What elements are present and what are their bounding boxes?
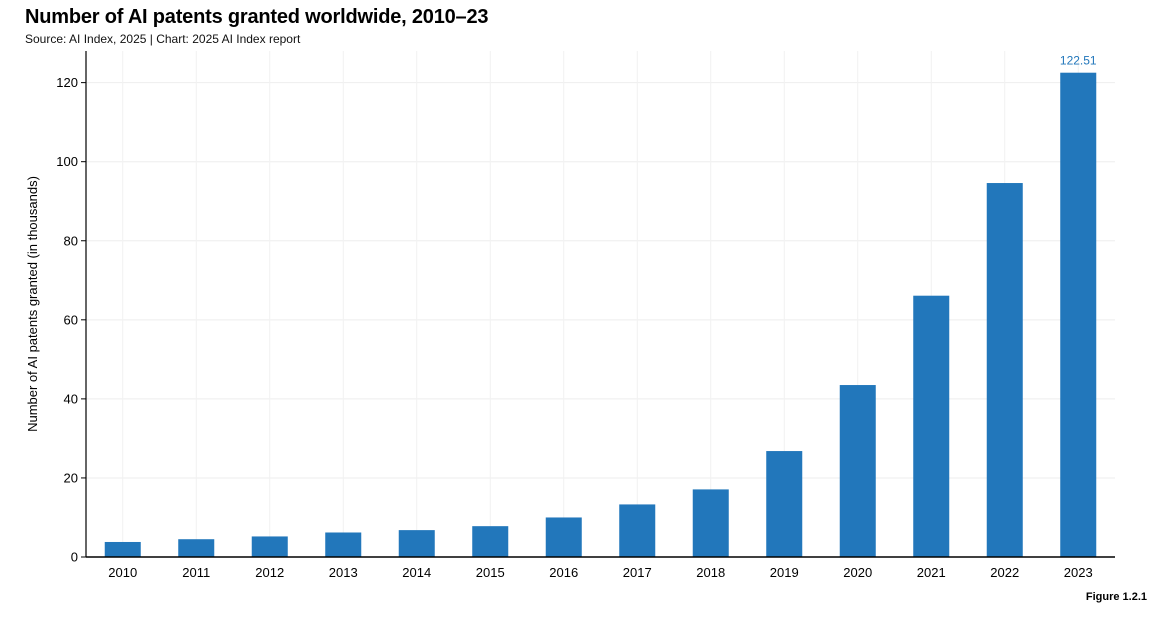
bar-2020 xyxy=(839,385,876,557)
chart-subtitle: Source: AI Index, 2025 | Chart: 2025 AI … xyxy=(25,32,301,46)
x-tick-label: 2015 xyxy=(476,565,505,580)
bar-2012 xyxy=(251,536,288,557)
x-tick-label: 2012 xyxy=(255,565,284,580)
x-tick-label: 2016 xyxy=(549,565,578,580)
bars xyxy=(104,72,1097,558)
bar-2019 xyxy=(766,451,803,557)
bar-2014 xyxy=(398,530,435,557)
bar-2013 xyxy=(325,532,362,557)
x-tick-label: 2020 xyxy=(843,565,872,580)
bar-2015 xyxy=(472,526,509,557)
data-label: 122.51 xyxy=(1060,54,1097,68)
x-tick-label: 2019 xyxy=(770,565,799,580)
y-tick-label: 120 xyxy=(56,75,78,90)
chart-title: Number of AI patents granted worldwide, … xyxy=(25,6,489,28)
x-tick-label: 2011 xyxy=(182,565,210,580)
x-tick-label: 2022 xyxy=(990,565,1019,580)
x-tick-label: 2014 xyxy=(402,565,431,580)
bar-2023 xyxy=(1060,72,1097,557)
x-tick-label: 2021 xyxy=(917,565,946,580)
bar-2021 xyxy=(913,295,950,557)
y-axis-title: Number of AI patents granted (in thousan… xyxy=(25,176,40,432)
bar-2017 xyxy=(619,504,656,557)
x-tick-label: 2010 xyxy=(108,565,137,580)
x-tick-label: 2013 xyxy=(329,565,358,580)
y-tick-label: 60 xyxy=(64,312,78,327)
x-tick-label: 2017 xyxy=(623,565,652,580)
y-tick-label: 80 xyxy=(64,233,78,248)
bar-2022 xyxy=(986,183,1023,558)
x-tick-label: 2018 xyxy=(696,565,725,580)
grid-lines xyxy=(86,51,1115,557)
x-tick-label: 2023 xyxy=(1064,565,1093,580)
tick-labels: 0 20 40 60 80 100 120 2010 2011 2012 2013 2014 2015 2… xyxy=(56,54,1097,580)
bar-2018 xyxy=(692,489,729,557)
y-tick-label: 20 xyxy=(64,470,78,485)
y-tick-label: 0 xyxy=(71,550,78,565)
y-tick-label: 40 xyxy=(64,391,78,406)
bar-2011 xyxy=(178,539,215,557)
figure-label: Figure 1.2.1 xyxy=(1085,591,1147,603)
y-tick-label: 100 xyxy=(56,154,78,169)
bar-2016 xyxy=(545,517,582,557)
bar-2010 xyxy=(104,541,141,557)
axes xyxy=(81,51,1115,558)
